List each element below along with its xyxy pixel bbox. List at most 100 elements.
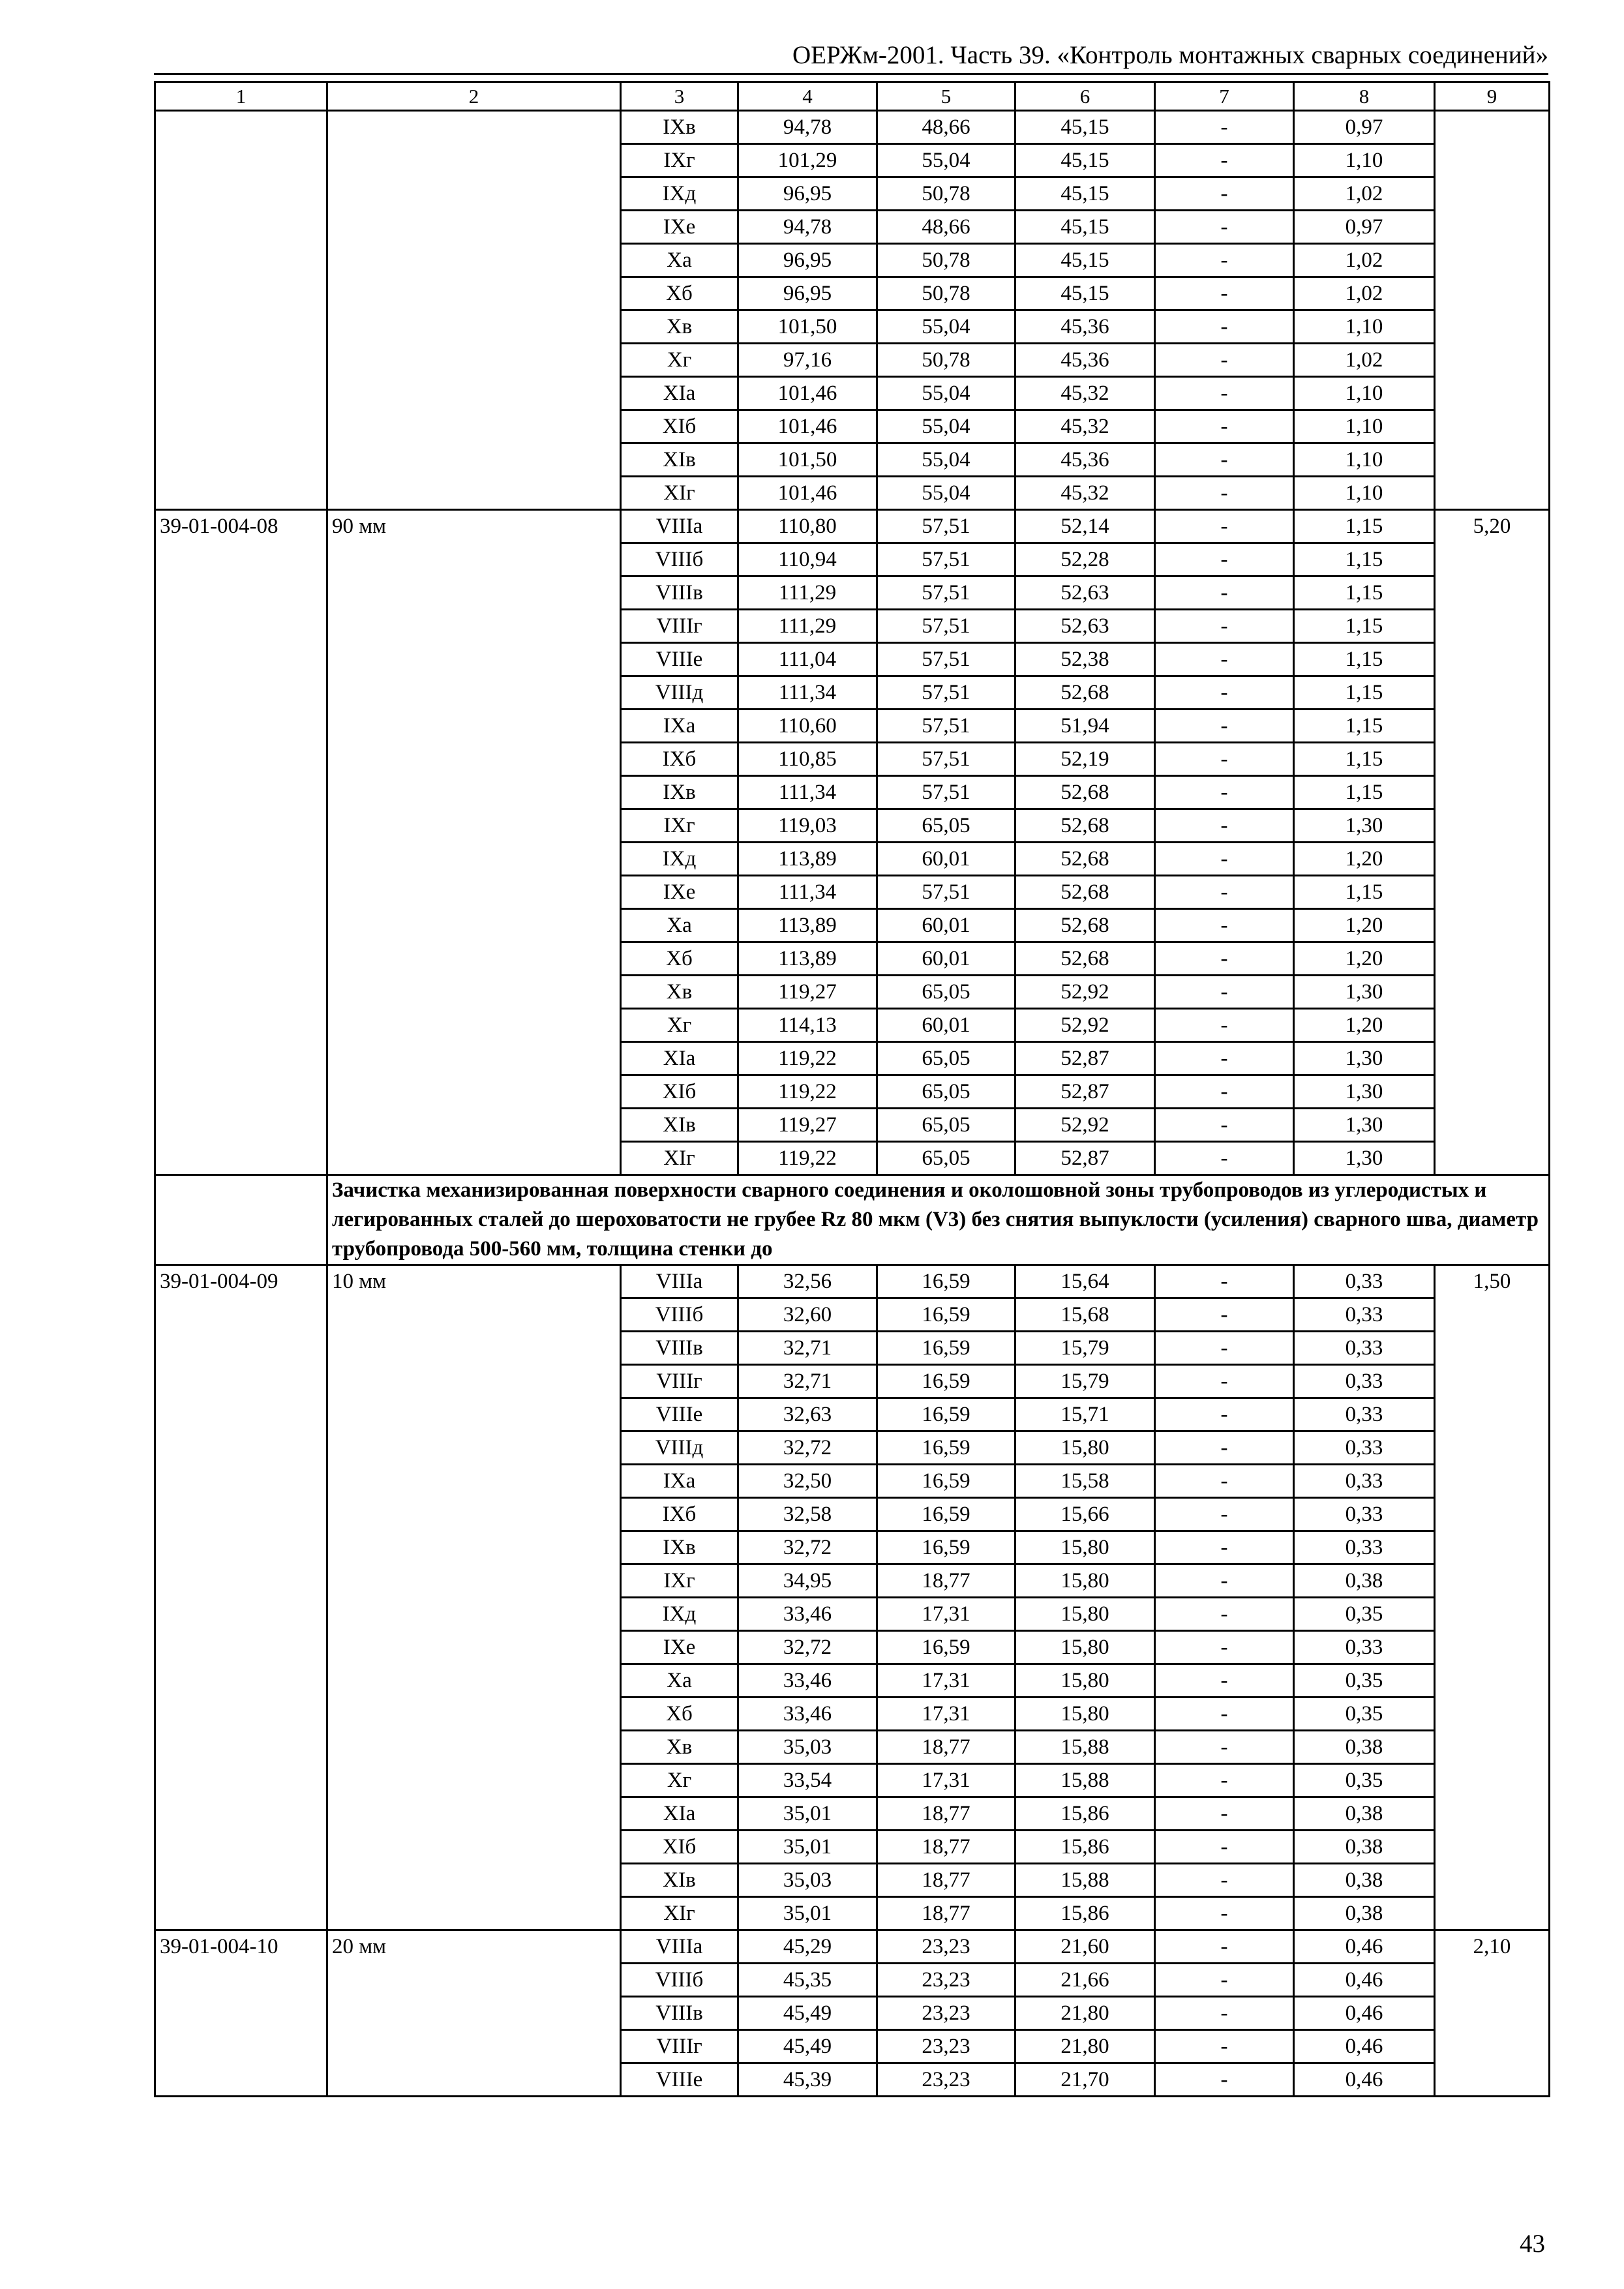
materials-cost: - [1154,1397,1295,1432]
table-row: IXб 32,58 16,59 15,66-0,33 [155,1497,1550,1532]
materials-cost: - [1154,1330,1295,1366]
table-row: IXв 111,34 57,51 52,68-1,15 [155,775,1550,810]
labor-hours: 1,02 [1293,243,1436,278]
materials-cost: - [1154,1929,1295,1964]
quality-level: XIб [620,1074,739,1109]
quality-level: VIIIб [620,542,739,577]
materials-cost: - [1154,176,1295,211]
table-row: Xв 35,03 18,77 15,88-0,38 [155,1729,1550,1765]
labor-hours: 0,35 [1293,1663,1436,1698]
machine-cost: 45,15 [1014,209,1156,245]
machine-cost: 52,68 [1014,808,1156,843]
machine-cost: 21,80 [1014,1996,1156,2031]
labor-cost: 16,59 [876,1364,1016,1399]
machine-cost: 45,36 [1014,442,1156,477]
quality-level: VIIIг [620,2029,739,2064]
labor-hours: 0,46 [1293,1962,1436,1997]
labor-cost: 55,04 [876,376,1016,411]
labor-cost: 16,59 [876,1530,1016,1565]
machine-cost: 15,80 [1014,1430,1156,1465]
materials-cost: - [1154,1829,1295,1864]
quality-level: Xг [620,1763,739,1798]
labor-hours: 0,46 [1293,1929,1436,1964]
labor-cost: 50,78 [876,276,1016,311]
wall-thickness: 10 мм [326,1264,622,1931]
labor-hours: 1,20 [1293,941,1436,976]
labor-cost: 23,23 [876,1996,1016,2031]
table-row: VIIIб 45,35 23,23 21,66-0,46 [155,1962,1550,1997]
labor-hours: 0,35 [1293,1596,1436,1632]
labor-cost: 17,31 [876,1663,1016,1698]
table-row: IXг 101,29 55,04 45,15-1,10 [155,143,1550,178]
table-row: Xв 119,27 65,05 52,92-1,30 [155,974,1550,1010]
materials-cost: - [1154,1430,1295,1465]
labor-cost: 16,59 [876,1330,1016,1366]
total-cost: 45,49 [737,1996,878,2031]
column-number: 9 [1434,81,1550,112]
table-row: IXг 34,95 18,77 15,80-0,38 [155,1563,1550,1598]
labor-cost: 18,77 [876,1796,1016,1831]
machine-cost: 21,60 [1014,1929,1156,1964]
materials-cost: - [1154,941,1295,976]
total-cost: 111,04 [737,642,878,677]
quality-level: Xб [620,941,739,976]
materials-cost: - [1154,608,1295,644]
total-cost: 113,89 [737,941,878,976]
table-row: VIIIв 32,71 16,59 15,79-0,33 [155,1330,1550,1366]
labor-hours: 0,38 [1293,1829,1436,1864]
labor-cost: 65,05 [876,1041,1016,1076]
labor-hours: 1,15 [1293,509,1436,544]
machine-cost: 45,15 [1014,143,1156,178]
table-row: IXа 110,60 57,51 51,94-1,15 [155,708,1550,743]
quality-level: XIа [620,376,739,411]
quality-level: IXд [620,1596,739,1632]
labor-hours: 1,10 [1293,442,1436,477]
quality-level: IXг [620,808,739,843]
total-cost: 96,95 [737,243,878,278]
labor-cost: 65,05 [876,1107,1016,1143]
labor-cost: 16,59 [876,1463,1016,1499]
materials-cost: - [1154,1563,1295,1598]
labor-cost: 60,01 [876,908,1016,943]
quality-level: IXд [620,176,739,211]
table-row: IXе 111,34 57,51 52,68-1,15 [155,875,1550,910]
table-row: XIа 35,01 18,77 15,86-0,38 [155,1796,1550,1831]
table-row: XIг 101,46 55,04 45,32-1,10 [155,475,1550,511]
quality-level: IXв [620,1530,739,1565]
machine-hours: 2,10 [1434,1929,1550,2097]
machine-cost: 15,88 [1014,1863,1156,1898]
materials-cost: - [1154,1008,1295,1043]
labor-hours: 1,15 [1293,741,1436,777]
materials-cost: - [1154,475,1295,511]
labor-hours: 1,15 [1293,875,1436,910]
machine-cost: 52,87 [1014,1041,1156,1076]
table-row: IXб 110,85 57,51 52,19-1,15 [155,741,1550,777]
quality-level: VIIIе [620,2062,739,2097]
quality-level: VIIIе [620,1397,739,1432]
labor-hours: 1,30 [1293,1107,1436,1143]
labor-cost: 17,31 [876,1763,1016,1798]
table-row: XIб 101,46 55,04 45,32-1,10 [155,409,1550,444]
labor-cost: 18,77 [876,1863,1016,1898]
materials-cost: - [1154,409,1295,444]
labor-cost: 18,77 [876,1729,1016,1765]
table-row: Xг 114,13 60,01 52,92-1,20 [155,1008,1550,1043]
table-row: Xг 97,16 50,78 45,36-1,02 [155,342,1550,378]
machine-cost: 15,86 [1014,1796,1156,1831]
machine-cost: 45,32 [1014,409,1156,444]
machine-cost: 45,15 [1014,243,1156,278]
machine-cost: 15,79 [1014,1330,1156,1366]
labor-cost: 18,77 [876,1829,1016,1864]
machine-cost: 52,68 [1014,841,1156,876]
quality-level: VIIIб [620,1962,739,1997]
labor-hours: 1,15 [1293,575,1436,610]
labor-hours: 1,20 [1293,1008,1436,1043]
quality-level: IXг [620,143,739,178]
quality-level: XIа [620,1041,739,1076]
labor-hours: 1,10 [1293,475,1436,511]
labor-hours: 0,97 [1293,110,1436,145]
table-row: VIIIг 111,29 57,51 52,63-1,15 [155,608,1550,644]
materials-cost: - [1154,1297,1295,1332]
machine-cost: 52,92 [1014,1107,1156,1143]
table-row: VIIIг 45,49 23,23 21,80-0,46 [155,2029,1550,2064]
